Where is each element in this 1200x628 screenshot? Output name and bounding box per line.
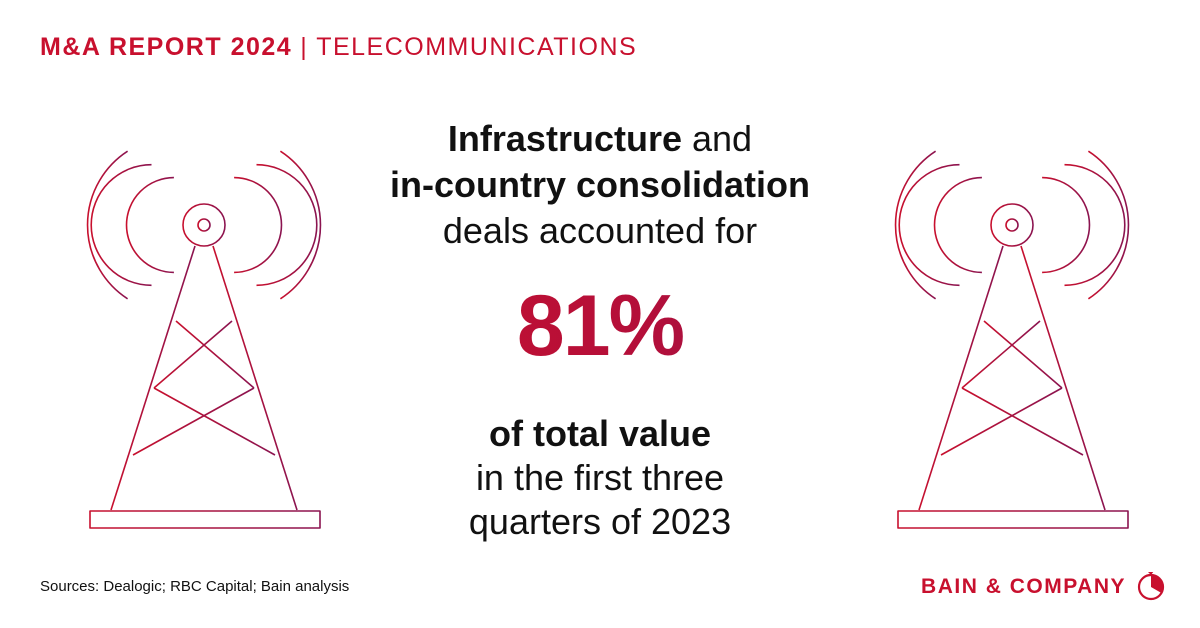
stat-percentage: 81% — [340, 278, 860, 374]
bain-logo: BAIN & COMPANY — [921, 572, 1166, 602]
header-separator: | — [300, 33, 309, 61]
headline-line-3: deals accounted for — [442, 210, 758, 251]
headline-line-2: in-country consolidation — [340, 162, 860, 208]
subline-line-1: of total value — [340, 412, 860, 456]
headline-emphasis-infrastructure: Infrastructure — [447, 118, 682, 159]
headline-emphasis-consolidation: in-country consolidation — [390, 164, 810, 205]
subline-line-2: in the first three — [475, 457, 725, 498]
subline-line-3: quarters of 2023 — [468, 501, 732, 542]
bain-logo-mark-icon — [1137, 572, 1165, 601]
radio-tower-icon — [894, 150, 1130, 529]
report-header: M&A REPORT 2024 | TELECOMMUNICATIONS — [40, 33, 637, 62]
report-sector: TELECOMMUNICATIONS — [316, 33, 638, 61]
headline: Infrastructure and in-country consolidat… — [340, 116, 860, 254]
logo-wordmark: BAIN & COMPANY — [921, 575, 1126, 598]
subline: of total value in the first three quarte… — [340, 412, 860, 544]
radio-tower-icon — [86, 150, 322, 529]
subline-emphasis: of total value — [488, 413, 712, 454]
headline-line-1: Infrastructure and — [340, 116, 860, 162]
report-title: M&A REPORT 2024 — [40, 33, 293, 61]
sources-note: Sources: Dealogic; RBC Capital; Bain ana… — [40, 578, 350, 595]
headline-and: and — [681, 118, 753, 159]
